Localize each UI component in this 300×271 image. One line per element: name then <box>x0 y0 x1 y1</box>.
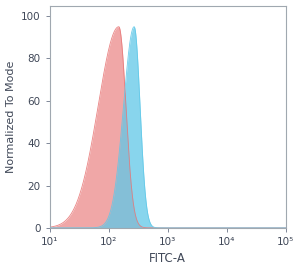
Y-axis label: Normalized To Mode: Normalized To Mode <box>6 60 16 173</box>
X-axis label: FITC-A: FITC-A <box>149 253 186 265</box>
